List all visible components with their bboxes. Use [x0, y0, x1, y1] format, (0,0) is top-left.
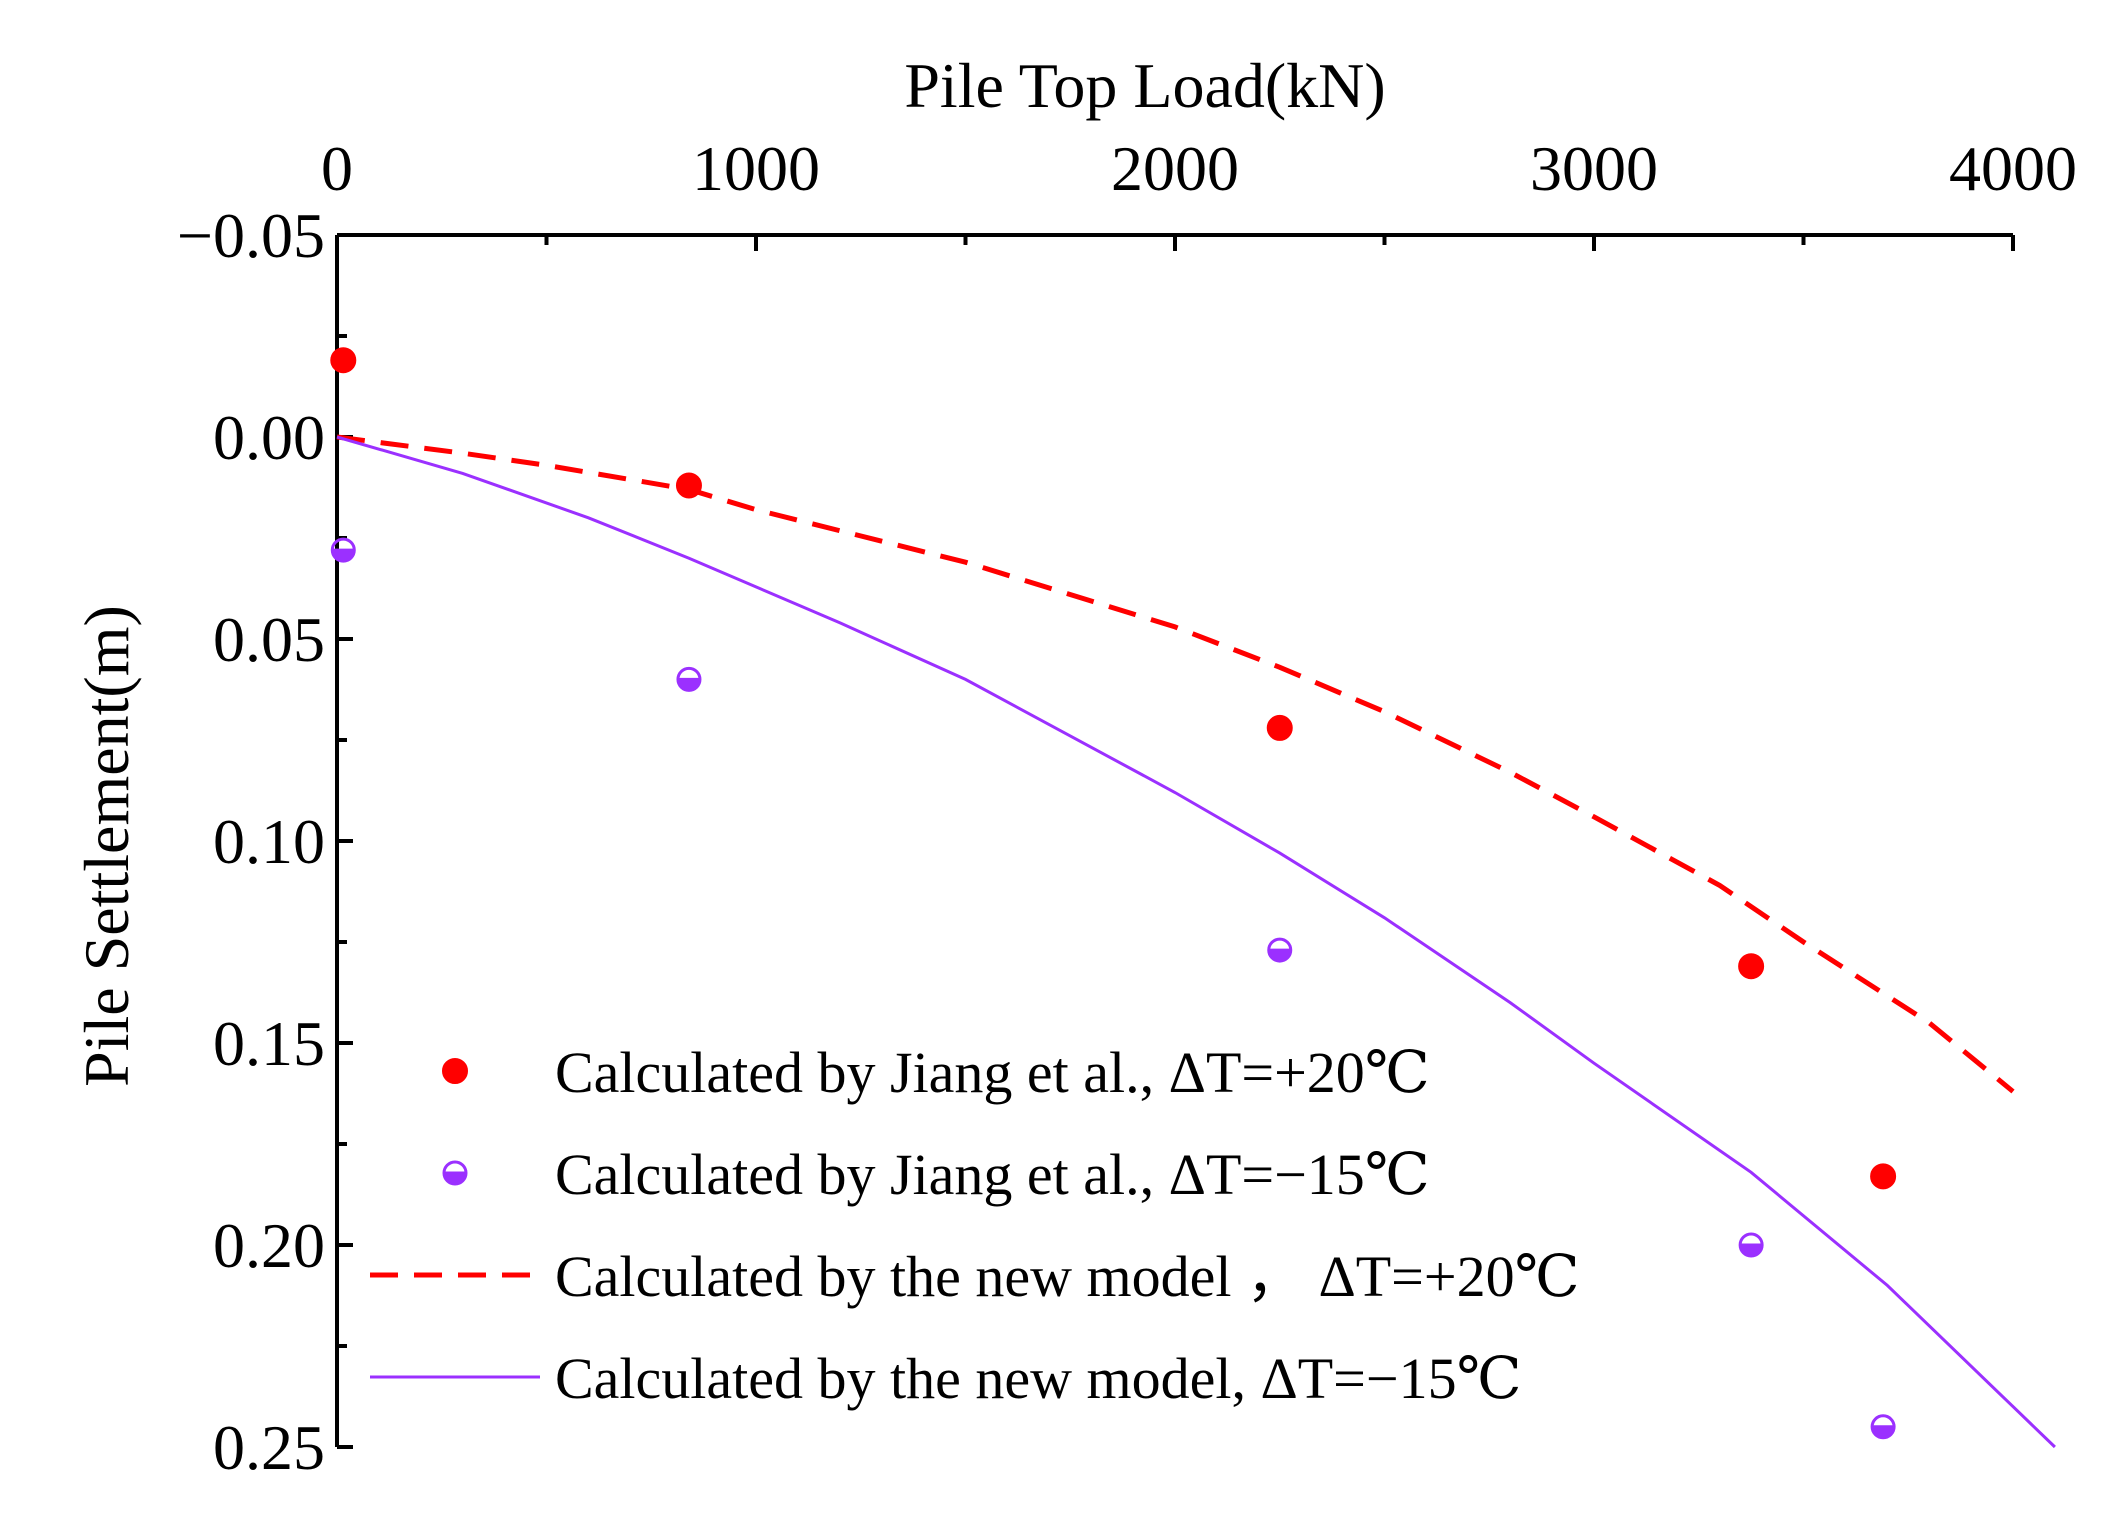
- legend: Calculated by Jiang et al., ΔT=+20℃ Calcu…: [370, 1040, 1580, 1411]
- y-tick-label: 0.00: [213, 402, 325, 473]
- series-4: [336, 435, 2056, 1449]
- x-tick-label: 4000: [1949, 133, 2077, 204]
- series-layer: [330, 347, 2056, 1449]
- y-tick-label: 0.15: [213, 1008, 325, 1079]
- legend-item: Calculated by Jiang et al., ΔT=+20℃: [442, 1040, 1430, 1105]
- series-3: [336, 434, 2015, 1094]
- data-point: [1738, 953, 1765, 980]
- x-ticks: 0 1000 2000 3000 4000: [321, 133, 2077, 251]
- data-point: [330, 537, 356, 563]
- data-point: [676, 666, 702, 692]
- series-1: [330, 347, 1897, 1190]
- x-tick-label: 3000: [1530, 133, 1658, 204]
- y-axis-title: Pile Settlement(m): [71, 605, 142, 1087]
- legend-swatch: [442, 1160, 468, 1186]
- x-tick-label: 2000: [1111, 133, 1239, 204]
- y-tick-label: 0.25: [213, 1412, 325, 1483]
- legend-swatch: [442, 1058, 468, 1084]
- data-point: [1266, 714, 1293, 741]
- data-point: [1738, 1232, 1764, 1258]
- series-2: [330, 537, 1896, 1440]
- legend-item: Calculated by Jiang et al., ΔT=−15℃: [442, 1142, 1430, 1207]
- legend-item: Calculated by the new model ， ΔT=+20℃: [370, 1244, 1580, 1309]
- y-tick-label: 0.10: [213, 806, 325, 877]
- data-point: [1870, 1414, 1896, 1440]
- legend-label: Calculated by Jiang et al., ΔT=+20℃: [555, 1040, 1430, 1105]
- data-point: [1870, 1163, 1897, 1190]
- y-tick-label: −0.05: [177, 200, 325, 271]
- y-ticks: −0.05 0.00 0.05 0.10 0.15 0.20 0.25: [177, 200, 353, 1483]
- y-tick-label: 0.05: [213, 604, 325, 675]
- y-tick-label: 0.20: [213, 1210, 325, 1281]
- x-axis-title: Pile Top Load(kN): [904, 50, 1385, 121]
- data-point: [330, 347, 357, 374]
- legend-label: Calculated by the new model ， ΔT=+20℃: [555, 1244, 1580, 1309]
- x-tick-label: 1000: [692, 133, 820, 204]
- legend-label: Calculated by the new model, ΔT=−15℃: [555, 1346, 1522, 1411]
- x-tick-label: 0: [321, 133, 353, 204]
- data-point: [1267, 937, 1293, 963]
- legend-item: Calculated by the new model, ΔT=−15℃: [370, 1346, 1522, 1411]
- solid-series-line: [336, 435, 2056, 1449]
- dashed-series-line: [336, 434, 2015, 1094]
- legend-label: Calculated by Jiang et al., ΔT=−15℃: [555, 1142, 1430, 1207]
